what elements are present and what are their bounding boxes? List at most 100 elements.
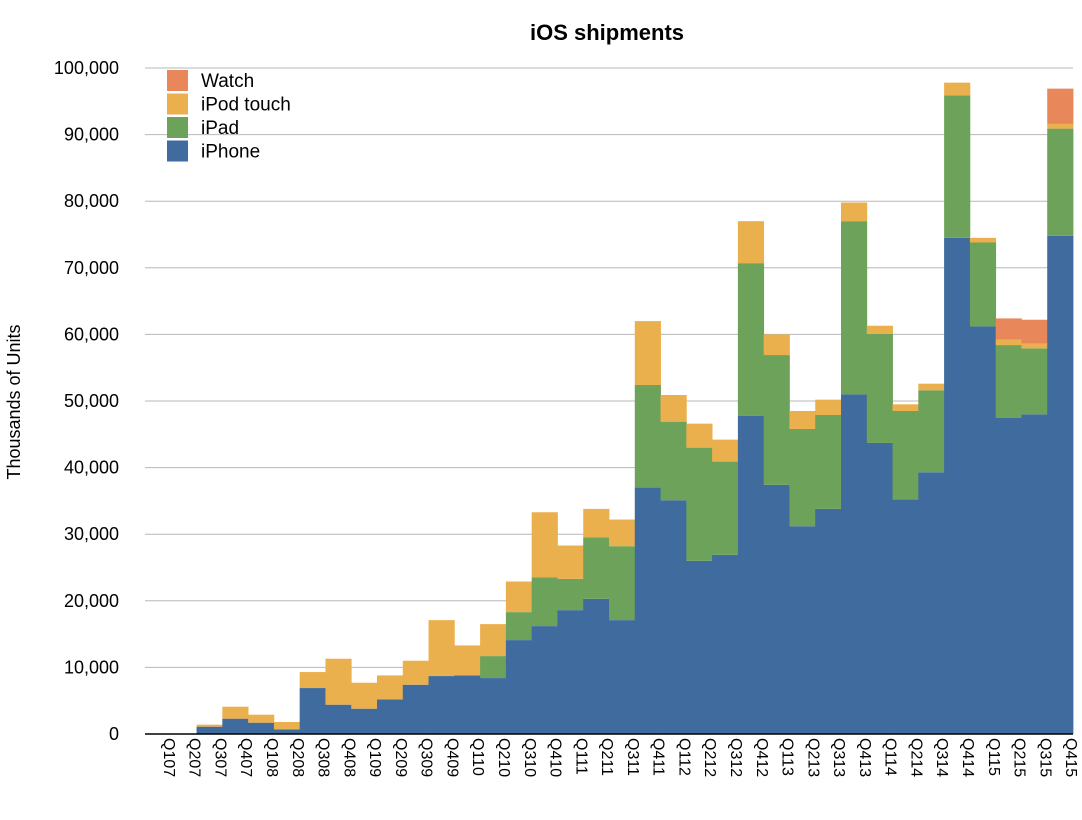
bar-ipad	[660, 421, 687, 501]
bar-ipod-touch	[1047, 123, 1074, 129]
bar-iphone	[737, 415, 765, 734]
bar-ipad	[712, 461, 739, 555]
x-tick-label: Q310	[521, 738, 538, 777]
bar-iphone	[583, 598, 610, 734]
bar-ipad	[634, 385, 661, 488]
bar-iphone	[505, 640, 533, 734]
bar-iphone	[789, 526, 816, 734]
x-tick-label: Q307	[211, 738, 228, 777]
x-tick-label: Q414	[959, 738, 976, 777]
x-tick-label: Q309	[418, 738, 435, 777]
bar-iphone	[531, 626, 558, 734]
bar-iphone	[299, 688, 326, 734]
bar-ipad	[737, 263, 765, 416]
bar-iphone	[428, 676, 455, 734]
bar-ipod-touch	[841, 202, 868, 222]
bar-ipad	[944, 95, 971, 238]
bar-ipod-touch	[763, 334, 790, 356]
x-tick-label: Q411	[650, 738, 667, 776]
y-tick-label: 10,000	[64, 657, 119, 677]
bar-iphone	[712, 554, 739, 734]
bar-iphone	[892, 499, 919, 734]
y-tick-label: 60,000	[64, 324, 119, 344]
bar-ipod-touch	[196, 724, 223, 727]
bar-iphone	[841, 394, 868, 734]
y-tick-label: 20,000	[64, 591, 119, 611]
bar-ipad	[557, 578, 584, 611]
bar-ipod-touch	[222, 706, 249, 719]
legend-label-iphone: iPhone	[201, 142, 260, 163]
bar-ipod-touch	[299, 672, 326, 689]
bar-ipod-touch	[737, 221, 765, 264]
bar-watch	[1021, 319, 1048, 344]
bar-ipod-touch	[634, 321, 661, 386]
bar-iphone	[480, 678, 507, 734]
bar-iphone	[969, 326, 997, 734]
x-tick-label: Q413	[856, 738, 873, 777]
x-tick-label: Q415	[1062, 738, 1079, 777]
x-tick-label: Q115	[985, 738, 1002, 776]
bar-iphone	[660, 500, 687, 734]
bar-iphone	[222, 718, 249, 734]
x-tick-label: Q112	[675, 738, 692, 776]
bar-ipad	[583, 537, 610, 599]
x-tick-label: Q313	[830, 738, 847, 777]
x-tick-label: Q207	[186, 738, 203, 777]
bar-ipad	[1021, 348, 1048, 415]
legend-swatch-ipad	[167, 117, 188, 138]
y-tick-label: 50,000	[64, 391, 119, 411]
bar-ipad	[1047, 128, 1074, 236]
legend-swatch-ipod-touch	[167, 93, 188, 115]
x-tick-label: Q107	[160, 738, 177, 777]
bar-ipad	[918, 390, 945, 473]
bar-ipod-touch	[351, 682, 378, 709]
bar-ipod-touch	[428, 620, 455, 677]
x-tick-label: Q110	[469, 738, 486, 776]
x-tick-label: Q314	[933, 738, 950, 777]
bar-ipad	[531, 577, 558, 627]
y-tick-label: 90,000	[64, 125, 119, 145]
bar-ipad	[686, 447, 713, 561]
bar-ipod-touch	[892, 404, 919, 411]
bar-ipad	[995, 345, 1022, 418]
x-tick-label: Q315	[1036, 738, 1053, 777]
legend-swatch-watch	[167, 70, 188, 91]
bar-ipod-touch	[273, 722, 301, 730]
bar-iphone	[918, 472, 945, 734]
bar-ipod-touch	[918, 383, 945, 391]
bar-ipod-touch	[583, 508, 610, 538]
bar-ipad	[969, 242, 997, 327]
bar-ipad	[841, 221, 868, 395]
y-tick-label: 40,000	[64, 458, 119, 478]
bar-iphone	[1021, 414, 1048, 734]
bar-ipod-touch	[248, 714, 275, 723]
x-tick-label: Q214	[907, 738, 924, 777]
bar-iphone	[402, 684, 429, 734]
bar-ipod-touch	[866, 325, 893, 334]
bar-ipad	[609, 546, 636, 621]
x-tick-label: Q412	[753, 738, 770, 777]
bar-iphone	[325, 704, 352, 734]
bar-iphone	[377, 699, 404, 734]
x-tick-label: Q408	[340, 738, 357, 777]
x-tick-label: Q409	[443, 738, 460, 777]
x-tick-label: Q111	[572, 738, 589, 775]
bar-iphone	[686, 560, 713, 734]
x-tick-label: Q113	[779, 738, 796, 776]
bar-ipod-touch	[660, 395, 687, 422]
bar-iphone	[609, 620, 636, 734]
bar-ipod-touch	[454, 645, 481, 676]
x-tick-label: Q109	[366, 738, 383, 777]
y-axis-ticks: 0 10,000 20,000 30,000 40,000 50,000 60,000 70,…	[54, 58, 119, 744]
x-tick-label: Q312	[727, 738, 744, 777]
bar-ipad	[866, 333, 893, 443]
x-axis-ticks: Q107 Q207 Q307 Q407 Q108 Q208 Q308 Q408 Q109 Q209…	[160, 738, 1079, 777]
bar-ipod-touch	[325, 658, 352, 705]
y-tick-label: 80,000	[64, 191, 119, 211]
bar-ipod-touch	[402, 660, 429, 685]
bar-ipod-touch	[712, 439, 739, 462]
legend-swatch-iphone	[167, 140, 188, 162]
bar-ipod-touch	[377, 675, 404, 700]
